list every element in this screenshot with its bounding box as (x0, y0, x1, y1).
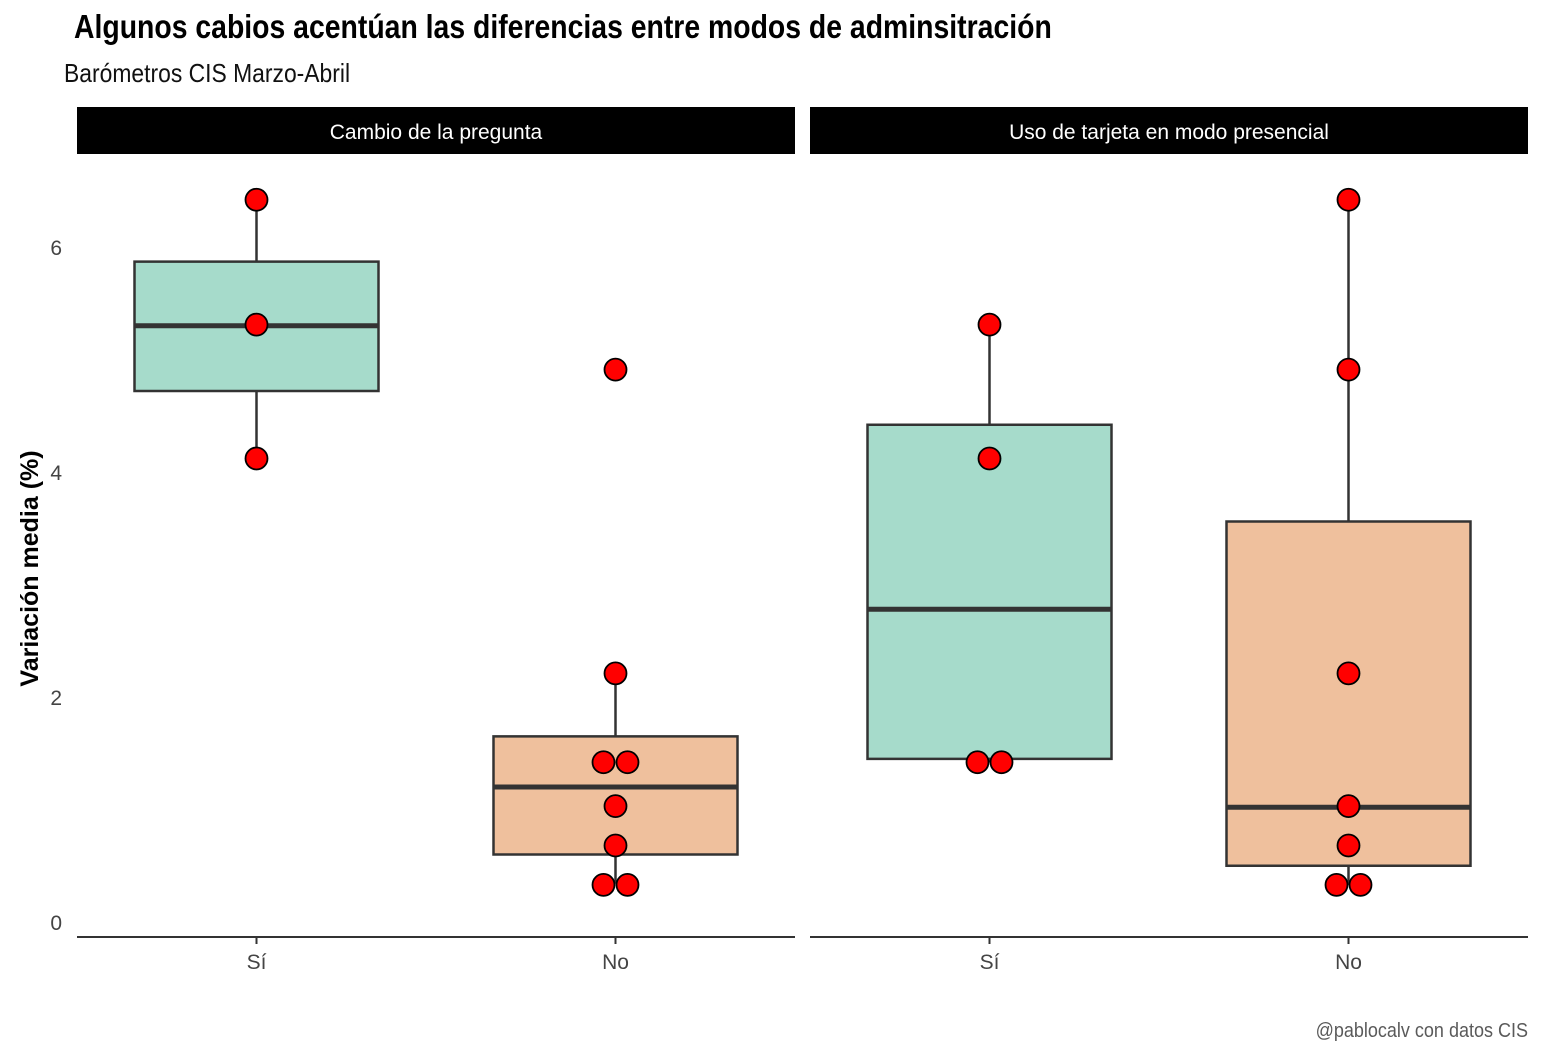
data-point (591, 872, 616, 897)
data-point (1336, 357, 1361, 382)
y-tick-label: 6 (50, 237, 62, 260)
data-point (1324, 872, 1349, 897)
data-point (244, 187, 269, 212)
data-point (603, 833, 628, 858)
chart-title: Algunos cabios acentúan las diferencias … (74, 8, 1052, 45)
facet-strip-label: Uso de tarjeta en modo presencial (1009, 121, 1329, 144)
data-point (1336, 794, 1361, 819)
y-tick-label: 4 (50, 462, 62, 485)
chart-subtitle: Barómetros CIS Marzo-Abril (64, 58, 351, 88)
data-point (615, 750, 640, 775)
x-tick-label: No (1335, 951, 1362, 974)
data-point (977, 446, 1002, 471)
data-point (615, 872, 640, 897)
data-point (1336, 661, 1361, 686)
data-point (965, 750, 990, 775)
data-point (603, 661, 628, 686)
facet-strip (810, 107, 1528, 154)
data-point (603, 794, 628, 819)
data-point (244, 446, 269, 471)
data-point (977, 312, 1002, 337)
data-point (244, 312, 269, 337)
box (866, 423, 1113, 761)
y-tick-label: 2 (50, 687, 62, 710)
x-tick-label: No (602, 951, 629, 974)
data-point (1336, 187, 1361, 212)
data-point (603, 357, 628, 382)
data-point (1348, 872, 1373, 897)
facet-panel-1: Cambio de la pregunta Sí No (77, 107, 795, 974)
y-tick-label: 0 (50, 912, 62, 935)
data-point (1336, 833, 1361, 858)
x-tick-label: Sí (247, 951, 267, 974)
facet-strip-label: Cambio de la pregunta (330, 121, 543, 144)
facet-panel-2: Uso de tarjeta en modo presencial Sí No (810, 107, 1528, 974)
chart-caption: @pablocalv con datos CIS (1315, 1020, 1528, 1042)
data-point (591, 750, 616, 775)
facet-strip (77, 107, 795, 154)
y-axis-title: Variación media (%) (16, 450, 44, 686)
data-point (989, 750, 1014, 775)
x-tick-label: Sí (980, 951, 1000, 974)
